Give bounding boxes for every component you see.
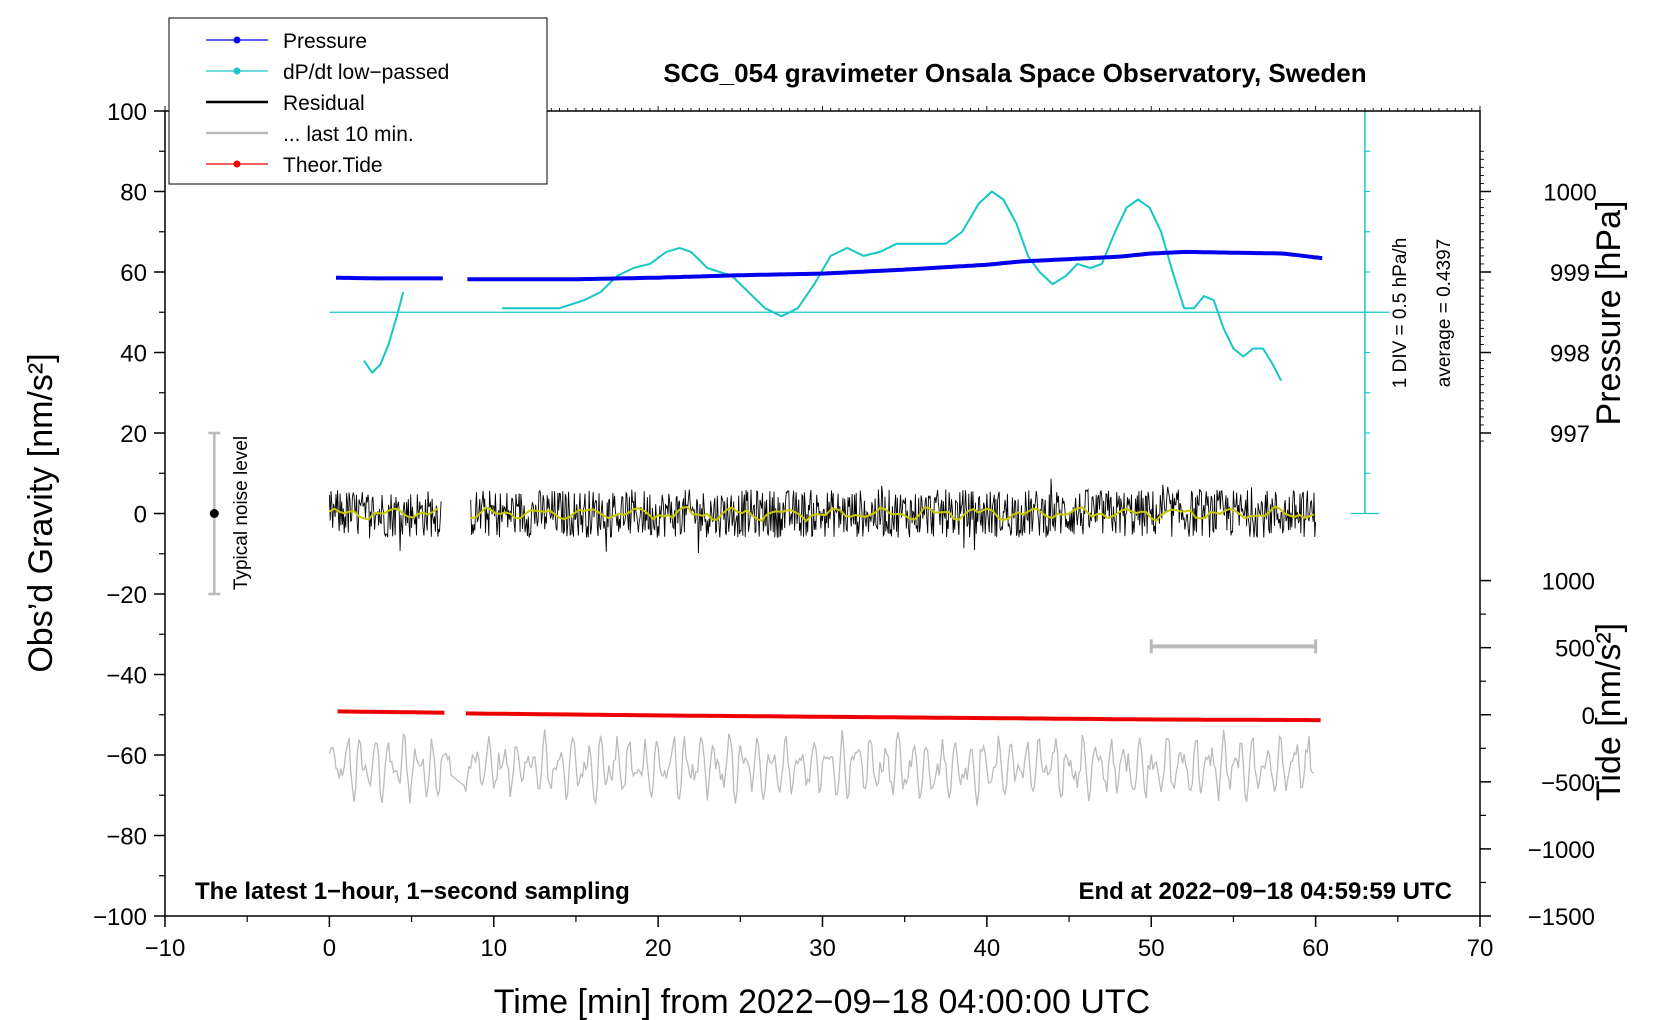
x-tick-label: 10 [480,935,507,962]
y-tick-label: 80 [120,180,147,207]
x-axis-label: Time [min] from 2022−09−18 04:00:00 UTC [494,983,1150,1020]
tide-line [337,709,445,715]
legend-label-last10: ... last 10 min. [283,123,414,146]
y-tick-label: −40 [106,663,147,690]
pressure-tick-label: 999 [1550,260,1590,287]
tide-line [465,711,1321,723]
y-tick-label: −60 [106,743,147,770]
tide-tick-label: 500 [1555,636,1595,663]
series-layer [208,110,1390,806]
y-tick-label: −20 [106,582,147,609]
dpdt-scale-label: 1 DIV = 0.5 hPa/h [1390,238,1411,389]
y-tick-label: 60 [120,260,147,287]
x-tick-label: 20 [645,935,672,962]
x-tick-label: 60 [1302,935,1329,962]
legend-label-residual: Residual [283,92,365,115]
y-tick-label: −80 [106,824,147,851]
tide-tick-label: 0 [1582,703,1595,730]
pressure-line [335,275,443,281]
x-tick-label: 40 [974,935,1001,962]
legend-label-pressure: Pressure [283,30,367,53]
legend-marker-dpdt [233,67,241,75]
y-axis-label-left: Obs’d Gravity [nm/s²] [22,353,60,672]
pressure-tick-label: 998 [1550,341,1590,368]
dpdt-average-label: average = 0.4397 [1434,239,1455,387]
x-tick-label: 50 [1138,935,1165,962]
residual-line [470,478,1317,554]
y-tick-label: 0 [134,502,147,529]
chart-title: SCG_054 gravimeter Onsala Space Observat… [663,58,1366,88]
legend-label-dpdt: dP/dt low−passed [283,61,449,84]
noise-bar-center [209,509,219,518]
residual-smoothed-line [328,507,439,521]
dpdt-line [502,190,1282,382]
y-axis-label-tide: Tide [nm/s²] [1590,623,1628,801]
tide-tick-label: −500 [1541,770,1595,797]
legend-marker-tide [233,160,241,168]
dpdt-line [363,291,405,374]
axis-layer: −10 0 10 20 30 40 50 60 70−100−80−60−40−20020406… [93,99,1597,962]
legend-label-tide: Theor.Tide [283,154,383,177]
pressure-line [467,249,1323,282]
pressure-tick-label: 997 [1550,421,1590,448]
y-tick-label: 20 [120,421,147,448]
sampling-note: The latest 1−hour, 1−second sampling [195,878,630,905]
residual-smoothed-line [470,505,1315,523]
y-tick-label: −100 [93,904,147,931]
end-time-note: End at 2022−09−18 04:59:59 UTC [1078,878,1452,905]
y-tick-label: 40 [120,341,147,368]
tide-tick-label: −1500 [1528,904,1595,931]
x-tick-label: −10 [145,935,186,962]
legend-marker-pressure [233,36,241,44]
x-tick-label: 30 [809,935,836,962]
tide-tick-label: 1000 [1542,569,1595,596]
x-tick-label: 0 [323,935,336,962]
x-tick-label: 70 [1467,935,1494,962]
legend: Pressure dP/dt low−passed Residual ... l… [168,17,548,185]
tide-residual-line [328,729,1315,806]
noise-level-label: Typical noise level [231,436,252,590]
tide-tick-label: −1000 [1528,837,1595,864]
y-axis-label-pressure: Pressure [hPa] [1590,201,1628,426]
pressure-tick-label: 1000 [1543,180,1596,207]
y-tick-label: 100 [107,99,147,126]
